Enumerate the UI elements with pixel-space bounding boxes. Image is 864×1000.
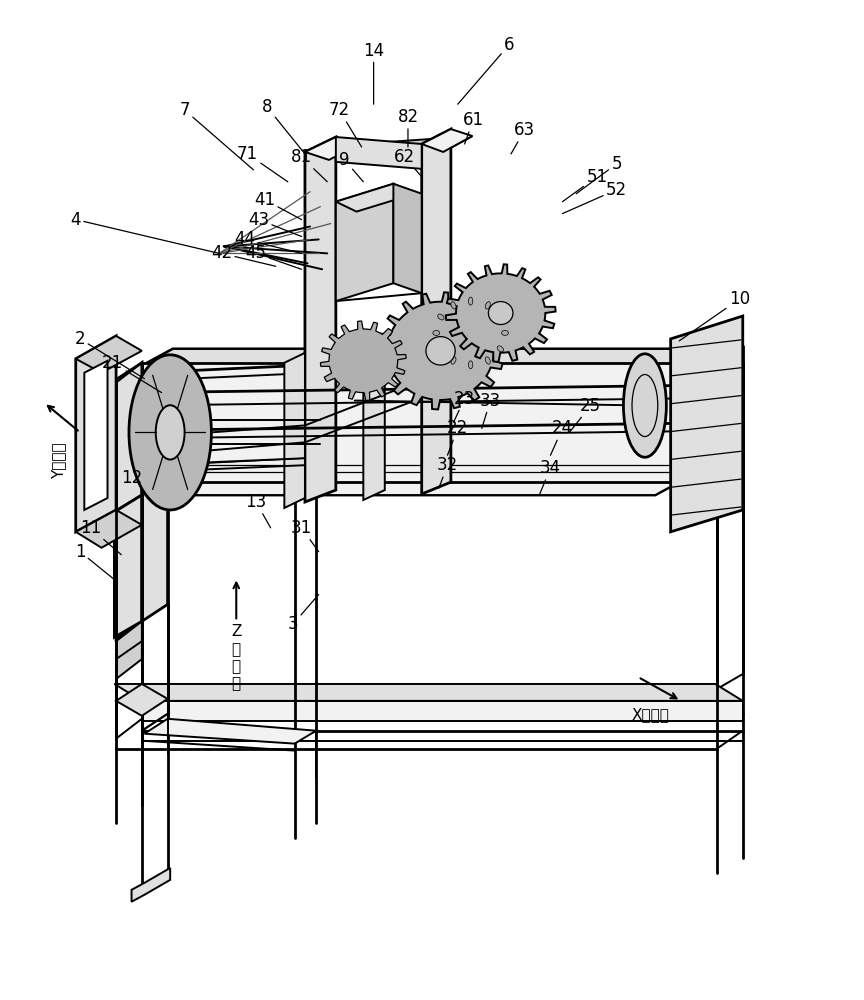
Polygon shape <box>305 137 336 502</box>
Polygon shape <box>377 292 504 409</box>
Text: 33: 33 <box>480 392 501 428</box>
Polygon shape <box>76 336 142 373</box>
Ellipse shape <box>624 354 666 457</box>
Polygon shape <box>114 363 142 512</box>
Ellipse shape <box>486 302 491 309</box>
Text: 5: 5 <box>576 155 622 194</box>
Text: Y轴方向: Y轴方向 <box>51 442 66 479</box>
Ellipse shape <box>438 346 444 352</box>
Polygon shape <box>446 264 556 362</box>
Text: 2: 2 <box>74 330 144 379</box>
Text: 45: 45 <box>245 244 302 269</box>
Polygon shape <box>76 510 142 548</box>
Polygon shape <box>142 465 168 621</box>
Text: 81: 81 <box>291 148 327 182</box>
Ellipse shape <box>468 361 473 369</box>
Text: 41: 41 <box>254 191 302 220</box>
Polygon shape <box>114 495 142 637</box>
Text: 10: 10 <box>679 290 750 341</box>
Polygon shape <box>393 184 422 293</box>
Polygon shape <box>142 363 743 482</box>
Polygon shape <box>144 719 316 744</box>
Text: 43: 43 <box>248 211 302 236</box>
Text: 6: 6 <box>458 36 514 104</box>
Polygon shape <box>321 321 406 400</box>
Text: 42: 42 <box>211 244 276 266</box>
Polygon shape <box>715 349 743 482</box>
Text: 32: 32 <box>437 456 458 488</box>
Text: 51: 51 <box>562 168 607 202</box>
Polygon shape <box>116 621 142 679</box>
Ellipse shape <box>433 330 440 335</box>
Polygon shape <box>336 184 415 212</box>
Polygon shape <box>142 701 743 721</box>
Text: 61: 61 <box>462 111 484 144</box>
Ellipse shape <box>486 357 491 364</box>
Text: 62: 62 <box>394 148 422 177</box>
Text: 3: 3 <box>288 594 319 633</box>
Text: 8: 8 <box>262 98 305 154</box>
Text: 82: 82 <box>397 108 418 147</box>
Polygon shape <box>422 129 473 152</box>
Text: 13: 13 <box>245 493 270 528</box>
Polygon shape <box>670 316 743 532</box>
Polygon shape <box>85 361 107 510</box>
Text: 7: 7 <box>180 101 253 170</box>
Polygon shape <box>76 336 116 532</box>
Polygon shape <box>336 137 422 169</box>
Text: 4: 4 <box>71 211 219 253</box>
Text: 31: 31 <box>291 519 319 552</box>
Text: 21: 21 <box>102 354 162 393</box>
Ellipse shape <box>497 314 504 320</box>
Polygon shape <box>364 343 384 500</box>
Text: 72: 72 <box>328 101 362 147</box>
Text: X轴方向: X轴方向 <box>632 707 670 722</box>
Polygon shape <box>116 684 168 716</box>
Ellipse shape <box>156 405 185 460</box>
Text: 34: 34 <box>539 459 561 495</box>
Ellipse shape <box>468 297 473 305</box>
Text: 12: 12 <box>121 469 156 505</box>
Ellipse shape <box>488 302 513 325</box>
Polygon shape <box>305 137 360 160</box>
Ellipse shape <box>451 302 456 309</box>
Polygon shape <box>336 184 393 301</box>
Ellipse shape <box>438 314 444 320</box>
Ellipse shape <box>426 337 455 365</box>
Ellipse shape <box>451 357 456 364</box>
Polygon shape <box>114 349 715 495</box>
Text: 44: 44 <box>234 230 302 253</box>
Ellipse shape <box>501 330 508 335</box>
Text: 9: 9 <box>340 151 364 182</box>
Ellipse shape <box>129 355 212 510</box>
Text: 52: 52 <box>562 181 627 214</box>
Polygon shape <box>329 136 473 160</box>
Polygon shape <box>284 353 305 508</box>
Polygon shape <box>114 349 715 381</box>
Polygon shape <box>131 868 170 902</box>
Text: 63: 63 <box>511 121 536 154</box>
Text: 71: 71 <box>237 145 288 182</box>
Text: Z
轴
方
向: Z 轴 方 向 <box>231 624 241 692</box>
Text: 24: 24 <box>550 419 573 455</box>
Polygon shape <box>116 363 142 639</box>
Text: 22: 22 <box>448 419 468 455</box>
Polygon shape <box>114 462 715 495</box>
Ellipse shape <box>497 346 504 352</box>
Polygon shape <box>422 129 451 494</box>
Text: 25: 25 <box>569 397 601 432</box>
Text: 1: 1 <box>74 543 114 580</box>
Text: 23: 23 <box>454 390 475 422</box>
Polygon shape <box>114 684 743 701</box>
Text: 14: 14 <box>363 42 384 104</box>
Text: 11: 11 <box>79 519 121 555</box>
